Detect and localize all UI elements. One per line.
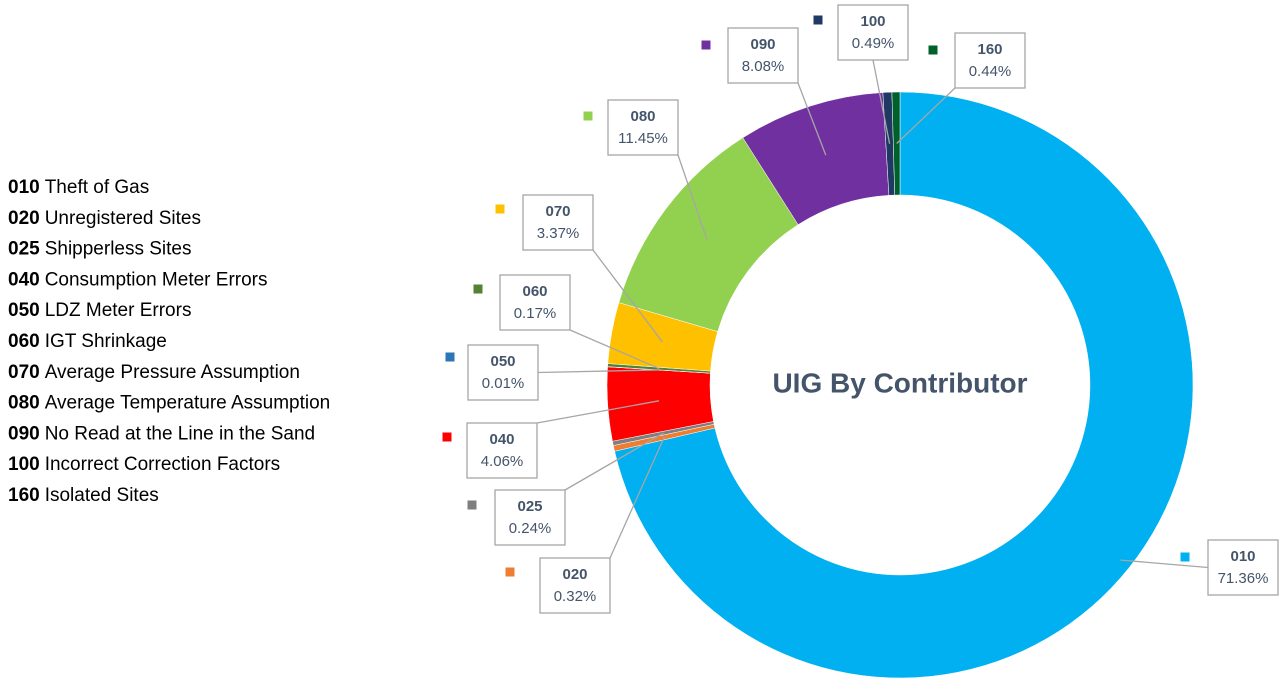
donut-slice [891,91,901,196]
legend-text: Incorrect Correction Factors [45,454,280,475]
label-value: 0.32% [554,588,597,605]
label-box [837,4,909,61]
legend-text: Consumption Meter Errors [45,269,268,290]
chart-title: UIG By Contributor [772,367,1027,398]
leader-line [564,432,664,491]
label-box [954,32,1026,89]
label-marker [441,431,453,443]
legend-entry: 025 Shipperless Sites [8,239,192,260]
leader-line [797,82,827,156]
label-box [494,489,566,546]
leader-line [536,400,660,424]
legend-entry: 100 Incorrect Correction Factors [8,454,280,475]
label-code: 080 [630,108,655,125]
legend-entry: 070 Average Pressure Assumption [8,362,300,383]
label-box [466,422,538,479]
label-marker [582,110,594,122]
legend-entry: 020 Unregistered Sites [8,208,201,229]
label-value: 11.45% [618,130,668,147]
legend-entry: 090 No Read at the Line in the Sand [8,423,315,444]
label-code: 060 [522,283,547,300]
legend-entry: 010 Theft of Gas [8,177,149,198]
label-code: 010 [1230,548,1255,565]
legend-text: Unregistered Sites [45,208,201,229]
leader-line [537,369,659,374]
label-code: 160 [977,41,1002,58]
label-code: 100 [860,13,885,30]
label-box [467,344,539,401]
label-box [1207,539,1279,596]
leader-line [1120,559,1209,569]
legend-code: 010 [8,177,40,198]
leader-line [609,437,665,559]
label-value: 0.24% [509,520,552,537]
label-marker [504,566,516,578]
label-box [522,194,594,251]
label-marker [700,39,712,51]
legend-code: 040 [8,269,40,290]
legend-code: 020 [8,208,40,229]
legend-text: Isolated Sites [45,485,159,506]
label-code: 020 [562,566,587,583]
legend-text: IGT Shrinkage [45,331,167,352]
legend-code: 060 [8,331,40,352]
legend-text: Average Temperature Assumption [45,393,331,414]
legend-entry: 160 Isolated Sites [8,485,159,506]
label-code: 090 [750,36,775,53]
legend-entry: 050 LDZ Meter Errors [8,300,191,321]
legend-text: Theft of Gas [45,177,150,198]
label-value: 0.01% [482,375,525,392]
label-box [499,274,571,331]
label-value: 8.08% [742,58,785,75]
legend-text: No Read at the Line in the Sand [45,423,315,444]
legend-code: 100 [8,454,40,475]
label-code: 025 [517,498,542,515]
label-value: 4.06% [481,453,524,470]
label-marker [466,499,478,511]
legend-code: 080 [8,393,40,414]
label-code: 040 [489,431,514,448]
legend-entry: 060 IGT Shrinkage [8,331,167,352]
leader-line [569,329,660,370]
legend-entry: 040 Consumption Meter Errors [8,269,268,290]
leader-line [592,249,663,343]
label-value: 3.37% [537,225,580,242]
label-marker [927,44,939,56]
label-box [539,557,611,614]
label-code: 050 [490,353,515,370]
legend-code: 090 [8,423,40,444]
label-value: 0.49% [852,35,895,52]
label-marker [812,14,824,26]
label-value: 0.17% [514,305,557,322]
leader-line [677,154,708,241]
label-marker [1179,551,1191,563]
label-value: 71.36% [1218,570,1269,587]
label-marker [472,283,484,295]
leader-line [872,59,891,144]
legend-entry: 080 Average Temperature Assumption [8,393,330,414]
label-marker [494,203,506,215]
leader-line [896,87,956,144]
label-marker [444,351,456,363]
donut-slice [614,91,1194,679]
legend-text: Shipperless Sites [45,239,192,260]
legend-text: Average Pressure Assumption [45,362,300,383]
label-box [607,99,679,156]
label-box [727,27,799,84]
legend-code: 070 [8,362,40,383]
legend-code: 160 [8,485,40,506]
legend-text: LDZ Meter Errors [45,300,192,321]
legend-code: 050 [8,300,40,321]
legend-code: 025 [8,239,40,260]
label-value: 0.44% [969,63,1012,80]
label-code: 070 [545,203,570,220]
